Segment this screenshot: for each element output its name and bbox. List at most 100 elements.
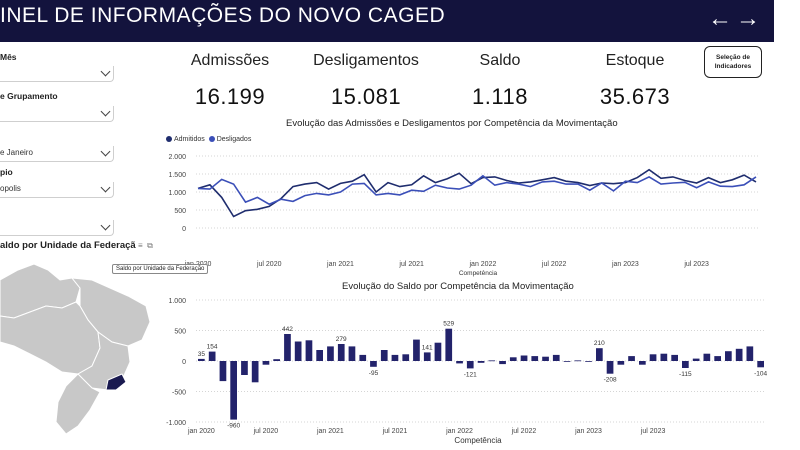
saldo-bar — [746, 346, 754, 361]
kpi-saldo-value: 1.118 — [472, 84, 528, 109]
indicator-selection-line1: Seleção de — [716, 54, 750, 61]
chevron-down-icon — [100, 66, 111, 77]
bar-data-label: 210 — [594, 340, 605, 347]
saldo-bar — [466, 361, 474, 369]
saldo-bar — [219, 361, 227, 382]
legend-admitidos-dot — [166, 136, 172, 142]
filter-municipio-value: opolis — [0, 184, 21, 193]
filter-icon[interactable]: ≡ — [138, 241, 143, 250]
saldo-bar — [284, 334, 291, 361]
focus-mode-icon[interactable]: ⧉ — [147, 241, 153, 250]
y-tick-label: -1.000 — [166, 420, 186, 427]
filter-municipio-select[interactable]: opolis — [0, 182, 114, 198]
kpi-estoque-value: 35.673 — [599, 84, 671, 109]
filter-mes-select[interactable] — [0, 66, 114, 82]
line-chart-title: Evolução das Admissões e Desligamentos p… — [286, 118, 618, 129]
kpi-admissoes-label: Admissões — [190, 52, 270, 69]
page-margin — [774, 0, 800, 450]
x-tick-label: jul 2020 — [256, 261, 282, 268]
state-rio-de-janeiro[interactable] — [105, 373, 127, 391]
series-line-admitidos — [197, 168, 757, 218]
chevron-down-icon — [100, 182, 111, 193]
saldo-bar — [649, 354, 657, 361]
map-tooltip: Saldo por Unidade da Federação — [112, 264, 209, 274]
kpi-saldo-label: Saldo — [479, 52, 521, 69]
saldo-bar — [499, 361, 506, 365]
saldo-bar — [305, 340, 313, 361]
legend-desligados-label: Desligados — [216, 136, 252, 143]
line-chart-legend: Admitidos Desligados — [166, 136, 251, 143]
x-tick-label: jul 2022 — [511, 428, 537, 435]
x-tick-label: jul 2020 — [253, 428, 279, 435]
y-tick-label: 1.000 — [168, 190, 186, 197]
header-bar: INEL DE INFORMAÇÕES DO NOVO CAGED ← → — [0, 0, 774, 42]
saldo-bar — [574, 360, 582, 362]
saldo-bar — [639, 361, 646, 365]
saldo-bar — [671, 354, 678, 361]
filter-label-grupamento: e Grupamento — [0, 91, 58, 101]
page-title: INEL DE INFORMAÇÕES DO NOVO CAGED — [0, 4, 446, 27]
saldo-bar — [488, 360, 496, 362]
saldo-bar — [316, 350, 323, 361]
brazil-map[interactable] — [0, 262, 160, 442]
arrow-left-icon[interactable]: ← — [708, 5, 732, 32]
saldo-bar — [596, 348, 603, 361]
saldo-bar — [198, 358, 205, 361]
filter-uf-value: e Janeiro — [0, 148, 33, 157]
x-tick-label: jan 2020 — [187, 428, 215, 435]
x-tick-label: jul 2022 — [541, 261, 567, 268]
saldo-bar — [542, 356, 549, 361]
kpi-estoque-label: Estoque — [605, 52, 665, 69]
saldo-bar — [402, 354, 410, 361]
saldo-bar — [273, 359, 280, 361]
arrow-right-icon[interactable]: → — [736, 5, 760, 32]
chevron-down-icon — [100, 146, 111, 157]
kpi-desligamentos-value: 15.081 — [330, 84, 402, 109]
y-tick-label: 1.500 — [168, 172, 186, 179]
series-line-desligados — [197, 174, 757, 206]
saldo-bar — [692, 358, 700, 361]
saldo-bar — [660, 353, 668, 361]
filter-uf-select[interactable]: e Janeiro — [0, 146, 114, 162]
bar-data-label: 35 — [198, 351, 206, 358]
x-tick-label: jul 2021 — [382, 428, 408, 435]
chevron-down-icon — [100, 106, 111, 117]
filter-extra-select[interactable] — [0, 220, 114, 236]
saldo-bar — [294, 341, 302, 361]
x-tick-label: jul 2023 — [683, 261, 709, 268]
bar-data-label: -115 — [679, 371, 692, 378]
saldo-bar — [531, 356, 539, 361]
indicator-selection-line2: Indicadores — [714, 63, 752, 70]
saldo-bar — [445, 328, 453, 361]
y-tick-label: 500 — [174, 208, 186, 215]
saldo-bar — [456, 361, 463, 364]
saldo-bar — [359, 354, 367, 361]
map-title: aldo por Unidade da Federaçã — [0, 240, 136, 251]
saldo-bar — [380, 350, 388, 361]
y-tick-label: 0 — [182, 226, 186, 233]
indicator-selection-button[interactable]: Seleção de Indicadores — [704, 46, 762, 78]
x-tick-label: jul 2021 — [398, 261, 424, 268]
saldo-bar — [714, 356, 721, 361]
y-tick-label: 2.000 — [168, 154, 186, 161]
filter-label-municipio: pio — [0, 167, 13, 177]
saldo-bar — [563, 361, 571, 362]
x-tick-label: jan 2023 — [611, 261, 639, 268]
x-tick-label: jan 2022 — [469, 261, 497, 268]
legend-desligados-dot — [208, 136, 215, 142]
bar-data-label: -208 — [604, 377, 617, 384]
saldo-bar — [423, 352, 431, 361]
state-south[interactable] — [55, 373, 101, 435]
filter-grupamento-select[interactable] — [0, 106, 114, 122]
map-header-icons: ≡ ⧉ — [138, 241, 153, 251]
saldo-bar — [241, 361, 248, 375]
bar-data-label: -95 — [369, 370, 379, 377]
bar-data-label: 442 — [282, 326, 293, 333]
saldo-bar — [757, 361, 764, 368]
saldo-bar — [509, 357, 517, 361]
saldo-bar — [703, 353, 711, 361]
saldo-bar — [434, 342, 442, 361]
filter-label-mes: Mês — [0, 52, 17, 62]
